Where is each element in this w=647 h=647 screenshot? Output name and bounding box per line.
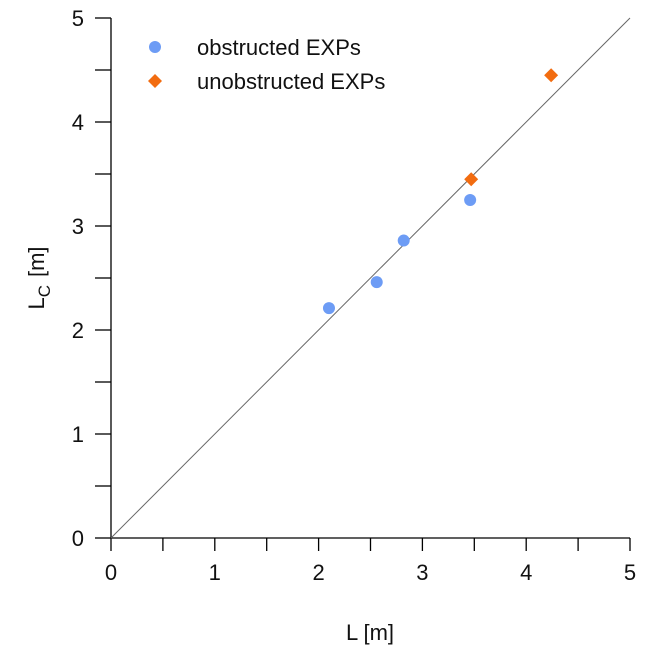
- y-label-unit: [m]: [24, 246, 49, 277]
- x-tick-label: 1: [209, 560, 221, 585]
- y-tick-label: 5: [72, 6, 84, 31]
- x-tick-label: 2: [312, 560, 324, 585]
- y-tick-label: 3: [72, 214, 84, 239]
- point: [464, 194, 477, 206]
- point: [464, 172, 479, 187]
- y-axis-label: LC [m]: [24, 246, 54, 309]
- legend-label: unobstructed EXPs: [197, 69, 385, 94]
- x-tick-label: 4: [520, 560, 532, 585]
- diagonal-line: [110, 17, 631, 539]
- legend-marker: [148, 74, 162, 88]
- y-tick-label: 0: [72, 526, 84, 551]
- y-label-sub: C: [35, 285, 54, 297]
- point: [322, 302, 335, 315]
- y-label-main: L: [24, 297, 49, 309]
- x-axis-label: L [m]: [346, 620, 394, 645]
- legend-marker: [149, 41, 161, 53]
- y-tick-label: 1: [72, 422, 84, 447]
- point: [544, 68, 559, 83]
- y-tick-label: 4: [72, 110, 84, 135]
- point: [370, 276, 383, 289]
- x-tick-label: 0: [105, 560, 117, 585]
- legend-label: obstructed EXPs: [197, 35, 361, 60]
- x-tick-label: 5: [624, 560, 636, 585]
- x-tick-label: 3: [416, 560, 428, 585]
- y-tick-label: 2: [72, 318, 84, 343]
- point: [397, 234, 410, 247]
